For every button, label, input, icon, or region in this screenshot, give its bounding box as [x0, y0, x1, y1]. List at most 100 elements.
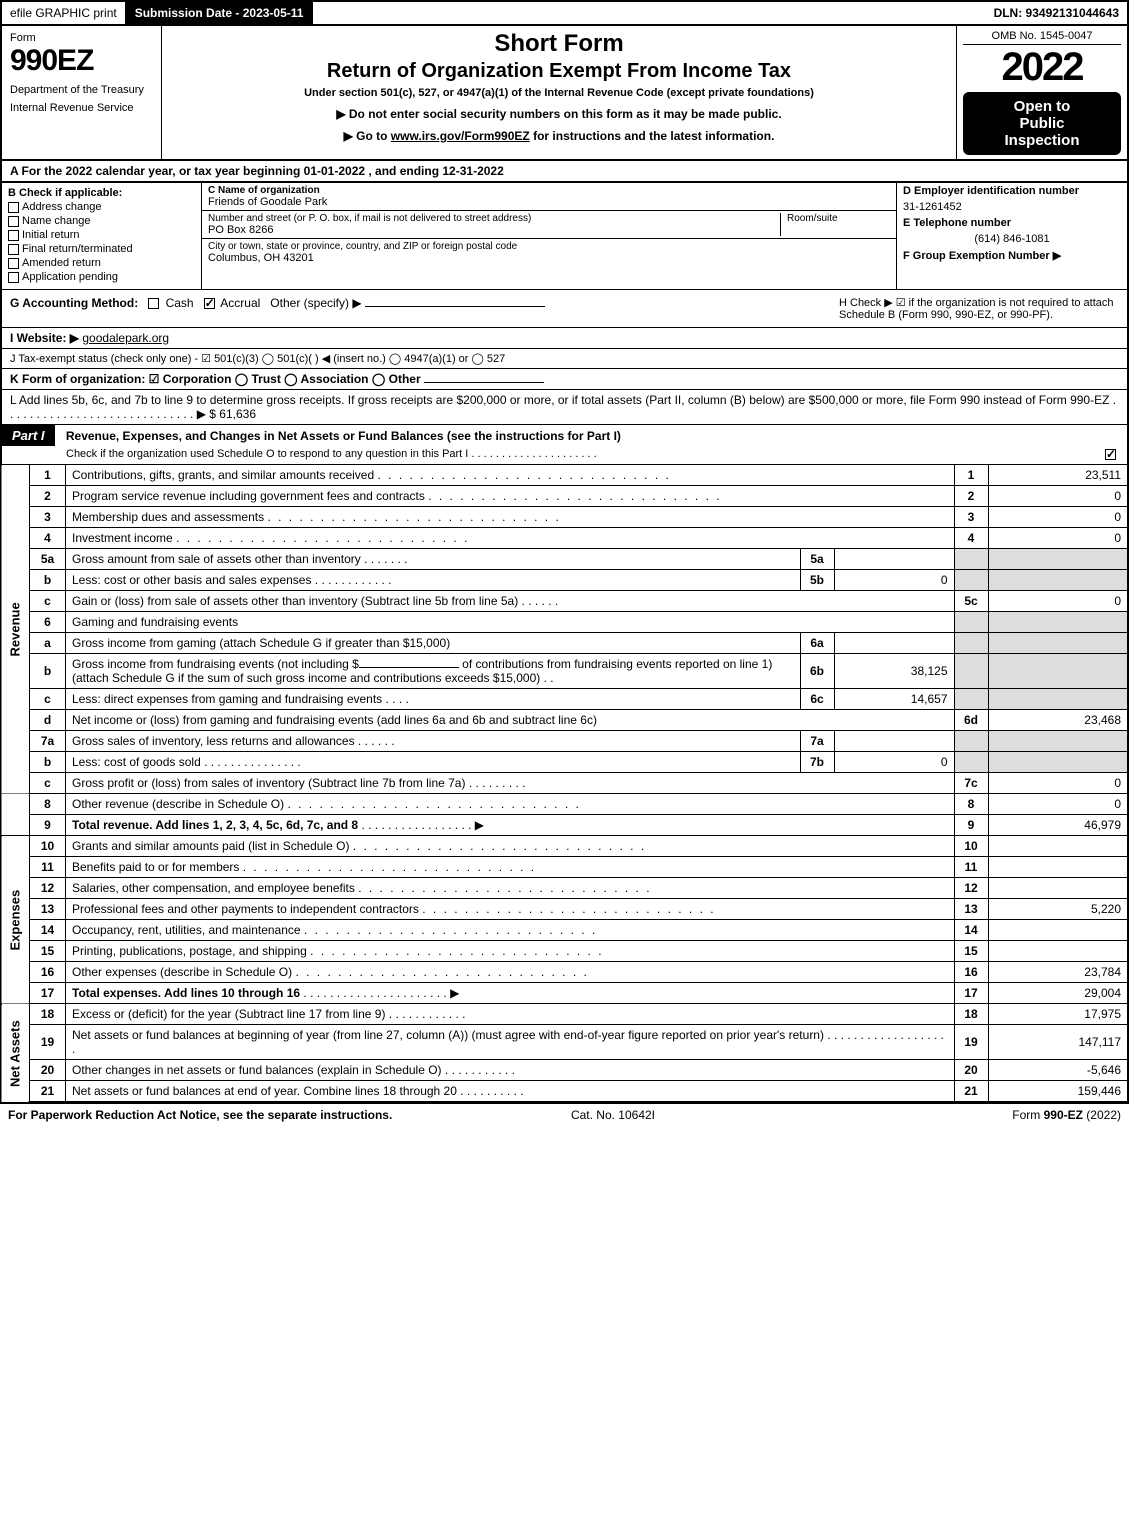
- line-2: 2 Program service revenue including gove…: [1, 486, 1128, 507]
- revenue-table: Revenue 1 Contributions, gifts, grants, …: [0, 465, 1129, 836]
- top-bar: efile GRAPHIC print Submission Date - 20…: [0, 0, 1129, 26]
- ln7b-no: b: [30, 752, 66, 773]
- ln21-val: 159,446: [988, 1081, 1128, 1103]
- check-amended-return[interactable]: Amended return: [8, 257, 195, 269]
- ln11-val: [988, 857, 1128, 878]
- line-6d: d Net income or (loss) from gaming and f…: [1, 710, 1128, 731]
- ln13-col: 13: [954, 899, 988, 920]
- ln7b-subval: 0: [834, 752, 954, 773]
- ln14-no: 14: [30, 920, 66, 941]
- shade-cell: [954, 570, 988, 591]
- ln12-no: 12: [30, 878, 66, 899]
- side-expenses: Expenses: [1, 836, 30, 1004]
- line-6: 6 Gaming and fundraising events: [1, 612, 1128, 633]
- line-3: 3 Membership dues and assessments 3 0: [1, 507, 1128, 528]
- ln9-val: 46,979: [988, 815, 1128, 836]
- section-c: C Name of organization Friends of Goodal…: [202, 183, 897, 289]
- shade-cell: [988, 731, 1128, 752]
- shade-cell: [954, 633, 988, 654]
- ln11-col: 11: [954, 857, 988, 878]
- ln15-desc: Printing, publications, postage, and shi…: [72, 944, 307, 958]
- line-17: 17 Total expenses. Add lines 10 through …: [1, 983, 1128, 1004]
- ln2-no: 2: [30, 486, 66, 507]
- checkbox-icon: [8, 258, 19, 269]
- ln4-col: 4: [954, 528, 988, 549]
- checkbox-checked-icon[interactable]: [204, 298, 215, 309]
- checkbox-icon: [8, 272, 19, 283]
- ln6d-col: 6d: [954, 710, 988, 731]
- footer-left: For Paperwork Reduction Act Notice, see …: [8, 1108, 392, 1122]
- ln5c-no: c: [30, 591, 66, 612]
- ln17-col: 17: [954, 983, 988, 1004]
- ln17-no: 17: [30, 983, 66, 1004]
- website-link[interactable]: goodalepark.org: [82, 331, 169, 345]
- header-center: Short Form Return of Organization Exempt…: [162, 26, 957, 159]
- side-revenue: Revenue: [1, 465, 30, 794]
- irs-link[interactable]: www.irs.gov/Form990EZ: [391, 129, 530, 143]
- row-i: I Website: ▶ goodalepark.org: [0, 328, 1129, 349]
- part-i-check[interactable]: [1105, 448, 1119, 460]
- check-name-change[interactable]: Name change: [8, 215, 195, 227]
- dots-icon: [295, 965, 588, 979]
- open-to-public: Open to Public Inspection: [963, 92, 1121, 155]
- ln7a-subval: [834, 731, 954, 752]
- dots-icon: [353, 839, 646, 853]
- row-k: K Form of organization: ☑ Corporation ◯ …: [0, 369, 1129, 390]
- part-i-subline: Check if the organization used Schedule …: [2, 446, 1127, 464]
- line-11: 11 Benefits paid to or for members 11: [1, 857, 1128, 878]
- ln5a-subval: [834, 549, 954, 570]
- footer-center: Cat. No. 10642I: [571, 1108, 655, 1122]
- open-line2: Public: [967, 115, 1117, 132]
- ln17-desc: Total expenses. Add lines 10 through 16: [72, 986, 300, 1000]
- dept-irs: Internal Revenue Service: [10, 102, 153, 114]
- ln19-desc: Net assets or fund balances at beginning…: [72, 1028, 824, 1042]
- part-i-label: Part I: [2, 425, 55, 446]
- city-label: City or town, state or province, country…: [208, 241, 890, 252]
- street-row: Number and street (or P. O. box, if mail…: [202, 211, 896, 239]
- section-b: B Check if applicable: Address change Na…: [2, 183, 202, 289]
- title-short-form: Short Form: [170, 30, 948, 58]
- check-final-return[interactable]: Final return/terminated: [8, 243, 195, 255]
- shade-cell: [954, 549, 988, 570]
- ln6a-no: a: [30, 633, 66, 654]
- shade-cell: [988, 570, 1128, 591]
- shade-cell: [988, 654, 1128, 689]
- org-name-row: C Name of organization Friends of Goodal…: [202, 183, 896, 211]
- side-blank: [1, 794, 30, 836]
- ln4-desc: Investment income: [72, 531, 173, 545]
- g-accrual: Accrual: [220, 296, 260, 310]
- check-initial-return[interactable]: Initial return: [8, 229, 195, 241]
- ln18-col: 18: [954, 1004, 988, 1025]
- ln10-no: 10: [30, 836, 66, 857]
- line-6c: c Less: direct expenses from gaming and …: [1, 689, 1128, 710]
- phone-value: (614) 846-1081: [903, 233, 1121, 245]
- ln8-val: 0: [988, 794, 1128, 815]
- l-text: L Add lines 5b, 6c, and 7b to line 9 to …: [10, 393, 1116, 421]
- form-number: 990EZ: [10, 44, 153, 78]
- dots-icon: [267, 510, 560, 524]
- part-i-subline-text: Check if the organization used Schedule …: [66, 448, 597, 460]
- g-other-blank[interactable]: [365, 306, 545, 307]
- checkbox-icon[interactable]: [148, 298, 159, 309]
- line-15: 15 Printing, publications, postage, and …: [1, 941, 1128, 962]
- open-line1: Open to: [967, 98, 1117, 115]
- line-5b: b Less: cost or other basis and sales ex…: [1, 570, 1128, 591]
- ln9-desc: Total revenue. Add lines 1, 2, 3, 4, 5c,…: [72, 818, 358, 832]
- ln7b-desc: Less: cost of goods sold: [72, 755, 201, 769]
- ln21-desc: Net assets or fund balances at end of ye…: [72, 1084, 457, 1098]
- check-address-change[interactable]: Address change: [8, 201, 195, 213]
- opt-application-pending: Application pending: [22, 271, 118, 283]
- ln6d-val: 23,468: [988, 710, 1128, 731]
- e-label: E Telephone number: [903, 217, 1121, 229]
- k-other-blank[interactable]: [424, 382, 544, 383]
- check-application-pending[interactable]: Application pending: [8, 271, 195, 283]
- city-row: City or town, state or province, country…: [202, 239, 896, 266]
- ln7c-no: c: [30, 773, 66, 794]
- header-right: OMB No. 1545-0047 2022 Open to Public In…: [957, 26, 1127, 159]
- section-h: H Check ▶ ☑ if the organization is not r…: [839, 296, 1119, 321]
- dots-icon: [243, 860, 536, 874]
- ln4-no: 4: [30, 528, 66, 549]
- ln2-val: 0: [988, 486, 1128, 507]
- ln6c-sub: 6c: [800, 689, 834, 710]
- ln6c-subval: 14,657: [834, 689, 954, 710]
